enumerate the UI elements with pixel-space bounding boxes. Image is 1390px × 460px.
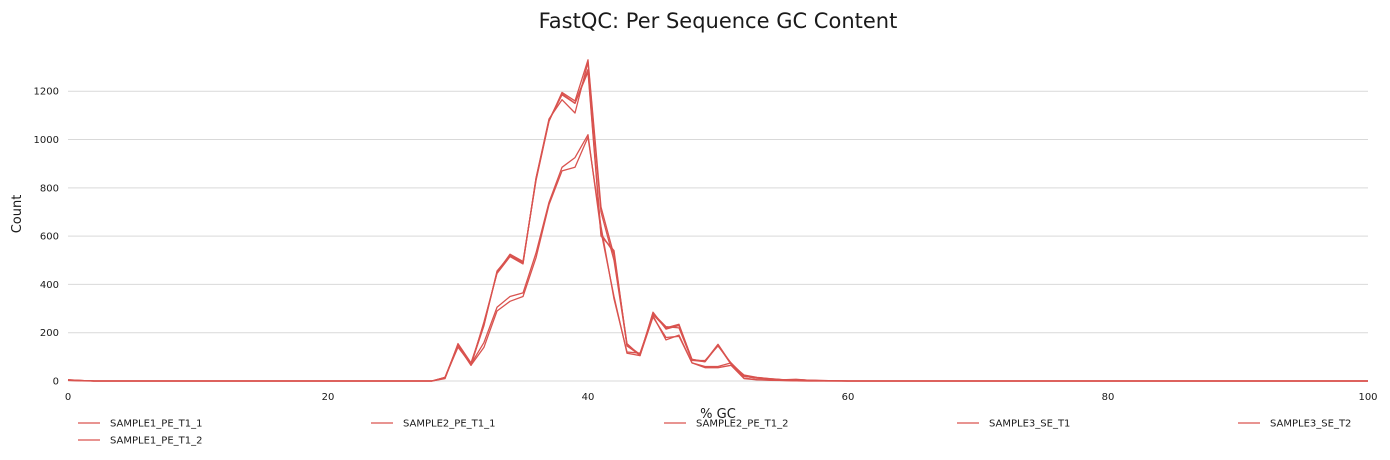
x-tick-label: 40	[582, 392, 595, 403]
legend-item: SAMPLE3_SE_T1	[957, 419, 1070, 430]
x-tick-label: 0	[65, 392, 71, 403]
legend-label: SAMPLE2_PE_T1_1	[403, 419, 495, 430]
x-tick-label: 100	[1358, 392, 1377, 403]
x-axis: 0 20 40 60 80 100	[65, 392, 1378, 403]
legend-item: SAMPLE1_PE_T1_2	[78, 436, 202, 447]
legend-label: SAMPLE1_PE_T1_1	[110, 419, 202, 430]
legend-item: SAMPLE2_PE_T1_2	[664, 419, 788, 430]
y-tick-label: 800	[40, 183, 59, 194]
x-tick-label: 60	[842, 392, 855, 403]
y-axis-label: Count	[10, 195, 25, 234]
legend-item: SAMPLE1_PE_T1_1	[78, 419, 202, 430]
y-tick-label: 0	[53, 377, 59, 388]
legend: SAMPLE1_PE_T1_1 SAMPLE1_PE_T1_2 SAMPLE2_PE…	[78, 419, 1351, 447]
x-tick-label: 80	[1102, 392, 1115, 403]
y-axis: 0 200 400 600 800 1000 1200	[34, 87, 59, 388]
legend-label: SAMPLE3_SE_T2	[1270, 419, 1351, 430]
legend-item: SAMPLE3_SE_T2	[1238, 419, 1351, 430]
legend-label: SAMPLE1_PE_T1_2	[110, 436, 202, 447]
y-tick-label: 200	[40, 328, 59, 339]
y-tick-label: 1000	[34, 135, 59, 146]
y-tick-label: 600	[40, 232, 59, 243]
legend-item: SAMPLE2_PE_T1_1	[371, 419, 495, 430]
chart-title: FastQC: Per Sequence GC Content	[539, 9, 898, 33]
series-layer	[67, 59, 1368, 382]
y-tick-label: 1200	[34, 87, 59, 98]
x-axis-label: % GC	[700, 407, 736, 422]
legend-label: SAMPLE2_PE_T1_2	[696, 419, 788, 430]
series-line-sample3-se-t2	[67, 68, 1368, 382]
x-tick-label: 20	[322, 392, 335, 403]
legend-label: SAMPLE3_SE_T1	[989, 419, 1070, 430]
series-line-sample3-se-t1	[67, 71, 1368, 382]
grid-lines	[68, 90, 1368, 382]
y-tick-label: 400	[40, 280, 59, 291]
